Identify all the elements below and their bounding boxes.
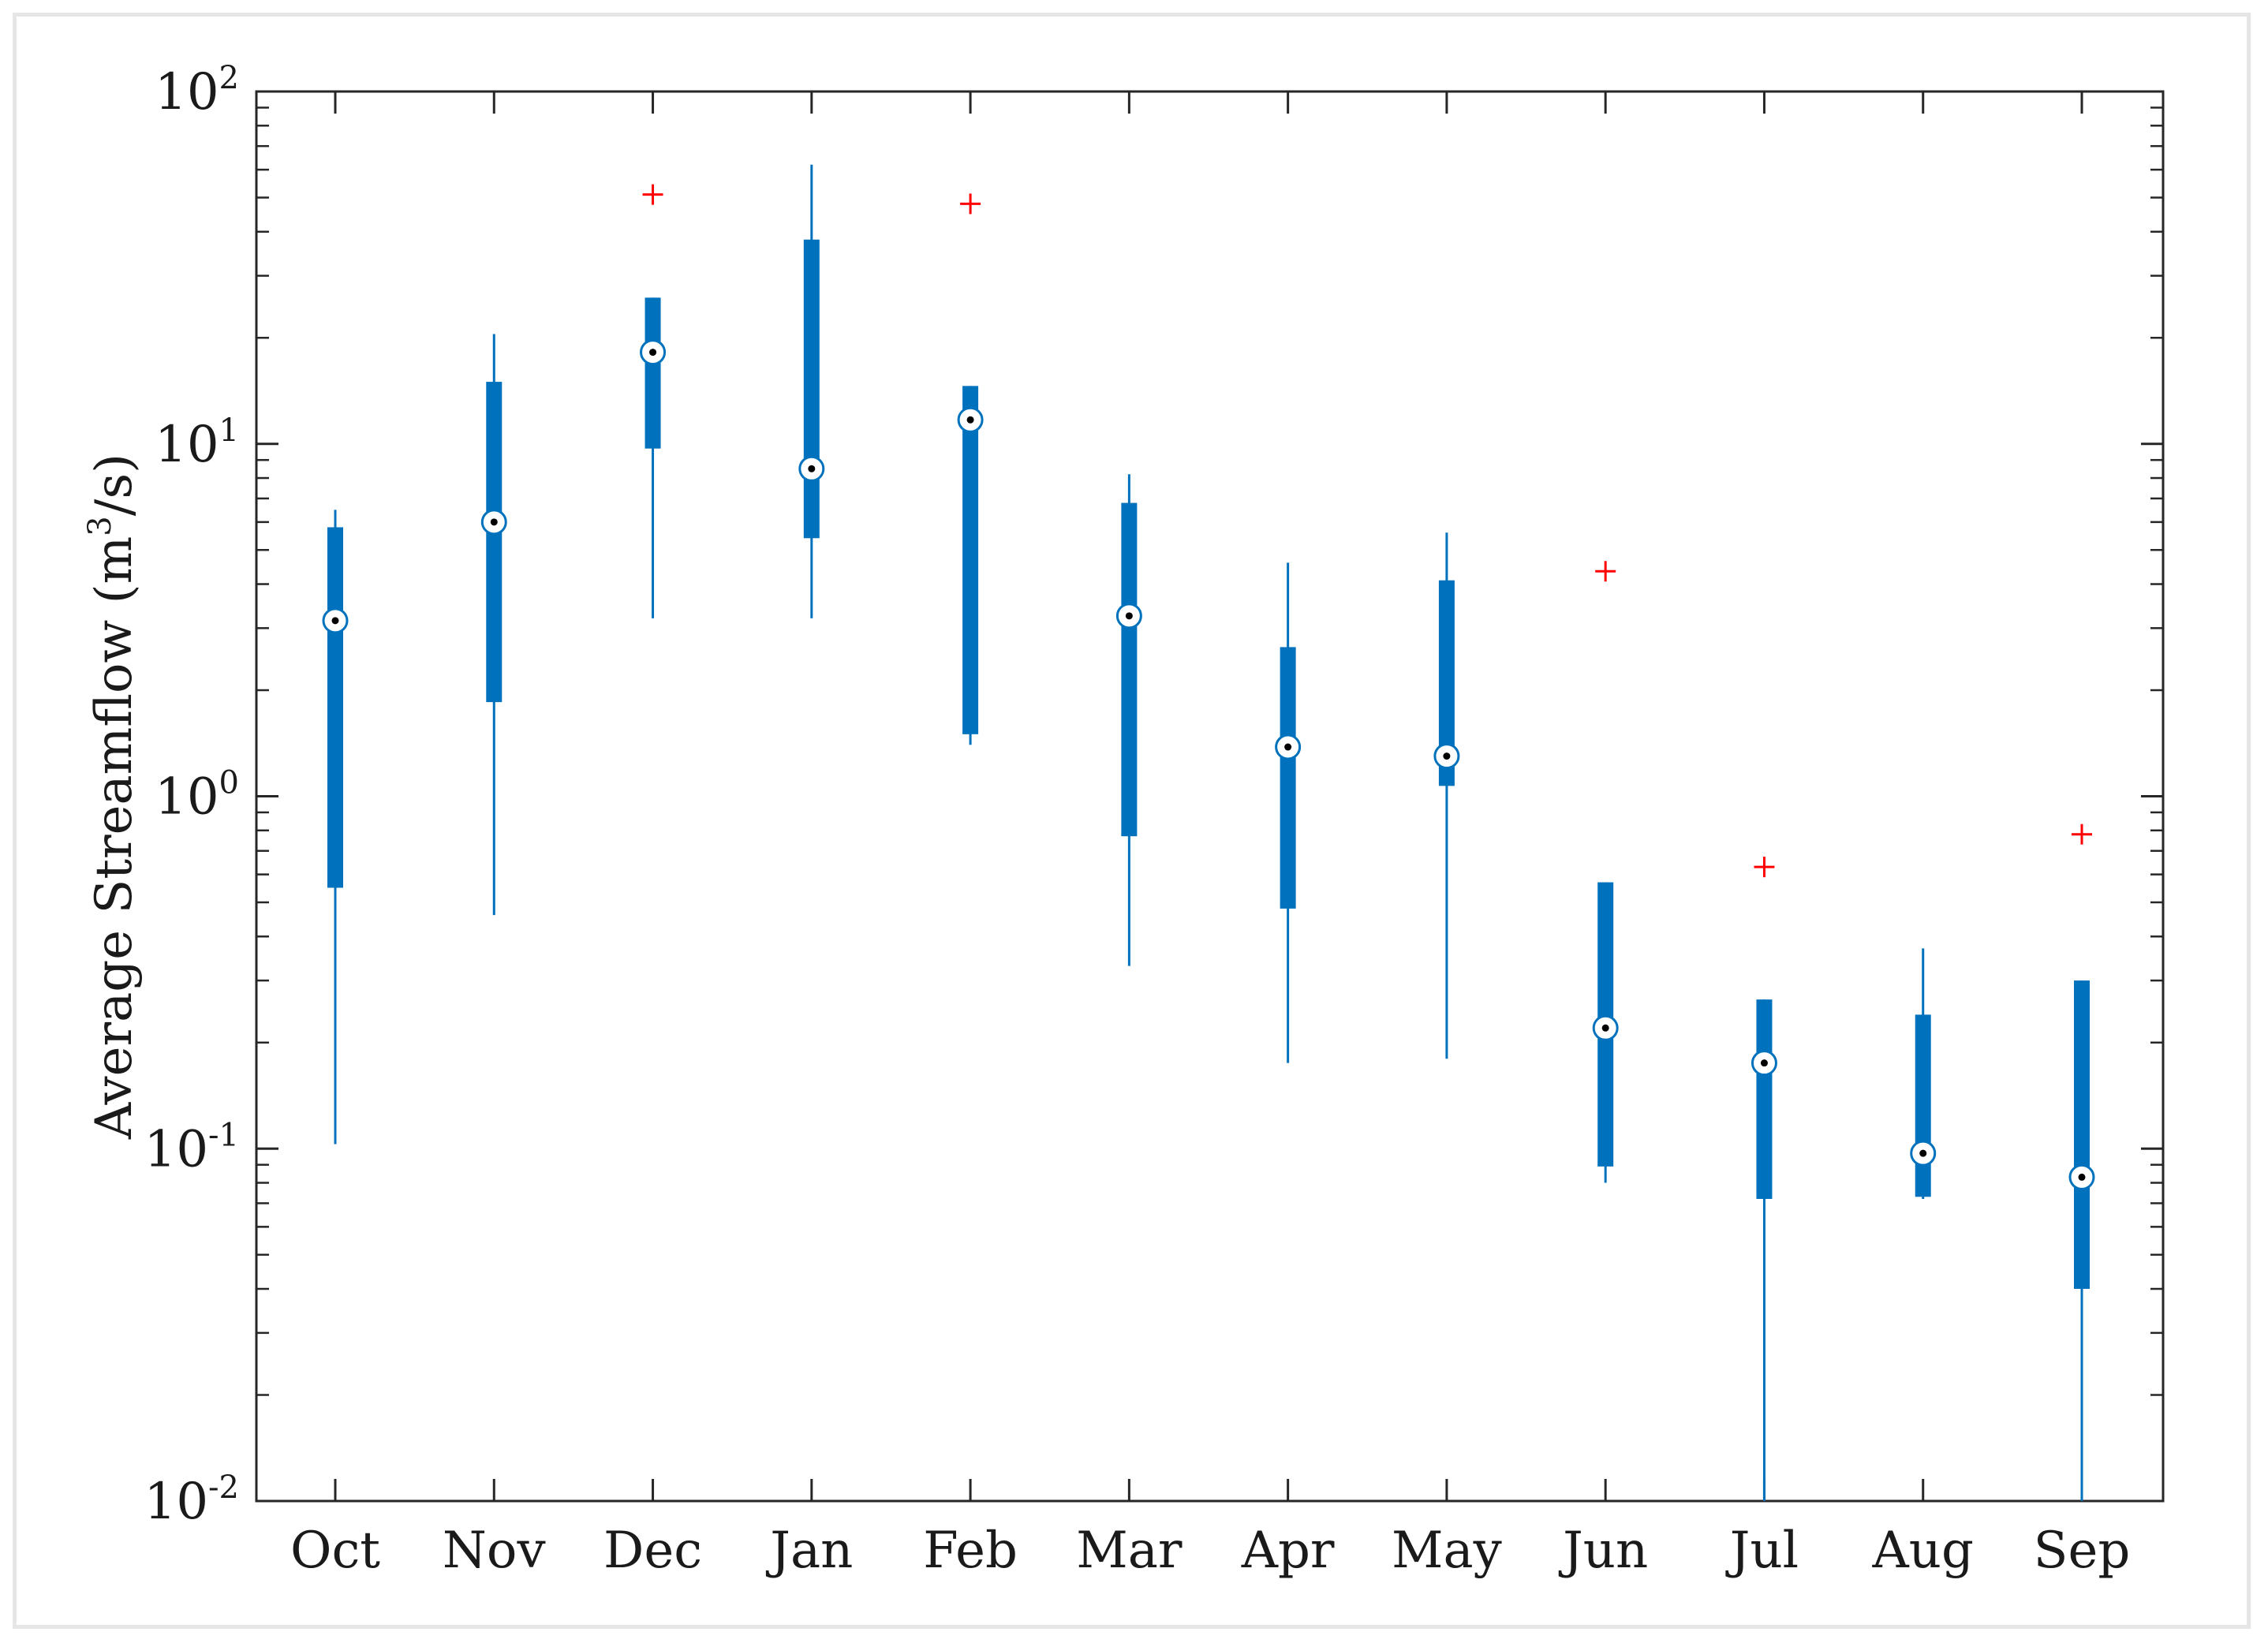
- box-sep: [2068, 823, 2095, 1501]
- x-tick-label-aug: Aug: [1872, 1522, 1974, 1580]
- x-tick-label-jun: Jun: [1558, 1522, 1648, 1580]
- median-dot-may: [1443, 752, 1451, 760]
- box-apr: [1275, 562, 1302, 1063]
- x-tick-label-mar: Mar: [1076, 1522, 1183, 1580]
- box-series: [322, 164, 2095, 1501]
- median-dot-oct: [331, 617, 339, 625]
- box-feb: [957, 193, 984, 745]
- box-dec: [640, 184, 667, 618]
- axes: [255, 90, 2165, 1503]
- x-tick-label-nov: Nov: [443, 1522, 546, 1580]
- iqr-box-sep: [2074, 980, 2090, 1290]
- box-jan: [798, 164, 825, 618]
- x-tick-label-oct: Oct: [290, 1522, 380, 1580]
- box-jul: [1751, 857, 1777, 1501]
- iqr-box-nov: [486, 382, 503, 703]
- x-tick-label-dec: Dec: [603, 1522, 702, 1580]
- y-axis-label-main: Average Streamflow (m: [85, 536, 144, 1140]
- y-tick-exponent: 0: [219, 765, 239, 801]
- y-tick-label: 10-1: [144, 1117, 239, 1178]
- y-tick-label: 102: [155, 60, 239, 121]
- y-tick-exponent: 1: [219, 413, 239, 449]
- outlier-dec: [642, 184, 663, 205]
- iqr-box-jul: [1756, 999, 1773, 1199]
- median-dot-jul: [1760, 1059, 1768, 1067]
- median-dot-dec: [649, 349, 657, 357]
- box-may: [1433, 532, 1460, 1059]
- iqr-box-mar: [1121, 502, 1138, 837]
- x-tick-label-feb: Feb: [923, 1522, 1018, 1580]
- figure-frame: Oct Nov Dec Jan Feb Mar Apr May Jun Jul Aug Sep 10-…: [13, 13, 2251, 1629]
- box-oct: [322, 510, 349, 1144]
- y-tick-label: 100: [155, 765, 239, 827]
- y-tick-base: 10: [144, 1120, 208, 1178]
- outlier-feb: [960, 193, 981, 215]
- y-tick-label: 10-2: [144, 1469, 239, 1531]
- outlier-sep: [2072, 823, 2092, 845]
- x-tick-label-apr: Apr: [1241, 1522, 1335, 1580]
- iqr-box-may: [1438, 580, 1455, 786]
- box-jun: [1592, 561, 1619, 1183]
- iqr-box-dec: [645, 297, 661, 449]
- box-mar: [1115, 474, 1142, 966]
- outlier-jun: [1595, 561, 1616, 582]
- plot-area-border: [255, 90, 2165, 1503]
- iqr-box-feb: [962, 386, 979, 734]
- iqr-box-oct: [327, 527, 343, 888]
- median-dot-apr: [1284, 743, 1292, 751]
- median-dot-jun: [1601, 1024, 1609, 1032]
- median-dot-aug: [1919, 1149, 1927, 1157]
- x-tick-label-jan: Jan: [765, 1522, 853, 1580]
- x-tick-label-jul: Jul: [1725, 1522, 1799, 1580]
- median-dot-feb: [966, 416, 974, 424]
- median-dot-nov: [490, 518, 498, 526]
- box-nov: [480, 334, 507, 916]
- y-axis-label-tail: /s): [85, 454, 144, 516]
- box-aug: [1910, 948, 1937, 1199]
- x-tick-label-may: May: [1392, 1522, 1502, 1580]
- iqr-box-apr: [1280, 647, 1296, 909]
- y-tick-label: 101: [155, 413, 239, 474]
- y-tick-base: 10: [155, 63, 219, 121]
- median-dot-jan: [808, 465, 816, 472]
- boxplot-chart: Oct Nov Dec Jan Feb Mar Apr May Jun Jul Aug Sep 10-…: [82, 60, 2165, 1580]
- iqr-box-jan: [803, 239, 820, 539]
- x-tick-labels: Oct Nov Dec Jan Feb Mar Apr May Jun Jul Aug Sep: [290, 1522, 2130, 1580]
- y-tick-base: 10: [155, 416, 219, 474]
- outlier-jul: [1754, 857, 1775, 878]
- median-dot-mar: [1125, 612, 1133, 620]
- y-axis-label: Average Streamflow (m3/s): [82, 454, 144, 1140]
- y-tick-base: 10: [155, 768, 219, 827]
- median-dot-sep: [2078, 1173, 2086, 1181]
- x-tick-label-sep: Sep: [2034, 1522, 2131, 1580]
- y-tick-exponent: 2: [219, 60, 239, 96]
- y-axis-label-sup: 3: [82, 516, 118, 536]
- y-tick-base: 10: [144, 1473, 208, 1531]
- y-tick-exponent: -2: [208, 1469, 239, 1506]
- iqr-box-aug: [1915, 1014, 1931, 1197]
- y-tick-exponent: -1: [208, 1117, 239, 1153]
